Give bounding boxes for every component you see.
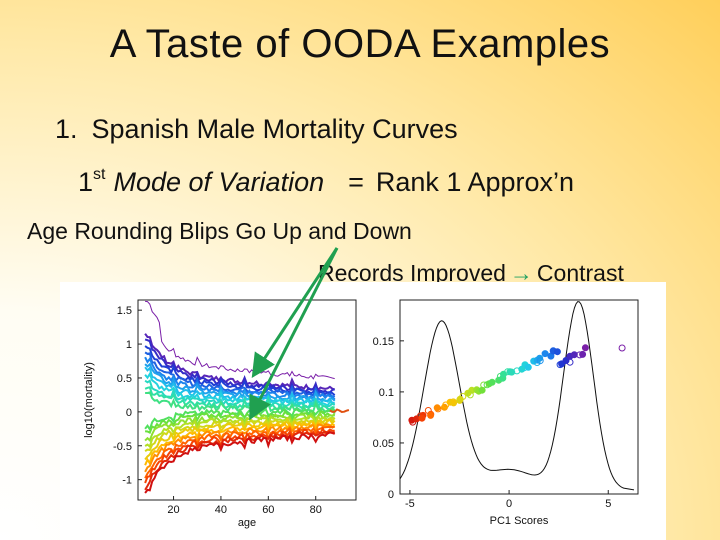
mortality-curve (144, 415, 335, 449)
mortality-figure: 1.5 1 0.5 0 -0.5 -1 20 40 60 80 age log10(mortality… (83, 299, 639, 529)
pc1-score-point (418, 414, 426, 422)
x-axis-label: PC1 Scores (490, 515, 549, 527)
mortality-curve (144, 431, 336, 494)
pc1-score-point (478, 386, 486, 394)
mortality-curve (144, 430, 336, 491)
density-curve (399, 301, 635, 491)
contrast-text: Contrast (536, 260, 624, 286)
x-tick-label: 0 (506, 498, 512, 510)
age-rounding-note: Age Rounding Blips Go Up and Down (27, 218, 412, 244)
pc1-score-point (433, 404, 441, 412)
mode-label: Mode of Variation (113, 167, 325, 197)
y-tick-label: -0.5 (113, 441, 132, 453)
bullet-number: 1. (55, 114, 78, 144)
y-tick-label: 1.5 (117, 305, 132, 317)
y-tick-label: 0.5 (117, 373, 132, 385)
x-tick-label: 40 (215, 504, 227, 516)
pc1-score-point (466, 391, 474, 399)
x-tick-label: 80 (310, 504, 322, 516)
pc1-score-point (618, 344, 626, 352)
x-tick-label: -5 (405, 498, 415, 510)
x-axis-label: age (238, 517, 256, 529)
left-plot-frame (137, 299, 357, 501)
bullet-text: Spanish Male Mortality Curves (91, 114, 458, 144)
mode-of-variation-line: 1st Mode of Variation = Rank 1 Approx’n (78, 166, 574, 198)
mortality-curve (144, 420, 336, 466)
x-tick-label: 60 (262, 504, 274, 516)
right-plot-frame (399, 299, 639, 495)
pc1-score-point (581, 344, 589, 352)
y-axis-label: log10(mortality) (83, 362, 95, 438)
equals-sign: = (348, 167, 364, 197)
y-tick-label: 0.1 (379, 387, 394, 399)
y-tick-label: 1 (126, 339, 132, 351)
pc1-score-point (427, 411, 435, 419)
bullet-item: 1. Spanish Male Mortality Curves (55, 114, 458, 145)
pc1-score-point (541, 350, 549, 358)
rank-approx-label: Rank 1 Approx’n (375, 167, 575, 197)
mode-number: 1 (78, 167, 94, 197)
y-tick-label: 0 (388, 489, 394, 501)
arrow-right-icon: → (509, 260, 533, 286)
mortality-curve (144, 423, 336, 473)
pc1-score-point (579, 350, 587, 358)
pc1-score-point (553, 348, 561, 356)
mortality-curve (144, 426, 335, 484)
slide-title: A Taste of OODA Examples (109, 22, 611, 66)
pc1-score-point (488, 378, 496, 386)
pc1-score-point (449, 398, 457, 406)
pc1-score-point (524, 363, 532, 371)
y-tick-label: 0.15 (373, 336, 394, 348)
y-tick-label: 0 (126, 407, 132, 419)
pc1-score-point (570, 351, 578, 359)
x-tick-label: 20 (167, 504, 179, 516)
mode-ordinal: st (93, 166, 106, 183)
figure-panel: 1.5 1 0.5 0 -0.5 -1 20 40 60 80 age log10(mortality… (60, 282, 666, 540)
mortality-curve (144, 418, 336, 461)
records-improved-text: Records Improved (318, 260, 506, 286)
x-tick-label: 5 (605, 498, 611, 510)
y-tick-label: -1 (122, 475, 132, 487)
pc1-score-point (508, 368, 516, 376)
records-note: Records Improved → Contrast (318, 260, 624, 287)
y-tick-label: 0.05 (373, 438, 394, 450)
pc1-score-point (536, 357, 544, 365)
pc1-score-point (459, 393, 467, 400)
